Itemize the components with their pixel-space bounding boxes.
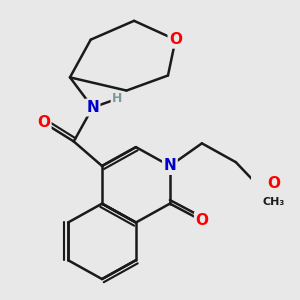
Text: CH₃: CH₃ — [262, 197, 285, 207]
Text: O: O — [37, 115, 50, 130]
Text: O: O — [169, 32, 182, 47]
Text: O: O — [267, 176, 280, 191]
Text: N: N — [164, 158, 176, 173]
Text: H: H — [112, 92, 122, 105]
Text: N: N — [86, 100, 99, 115]
Text: O: O — [195, 213, 208, 228]
